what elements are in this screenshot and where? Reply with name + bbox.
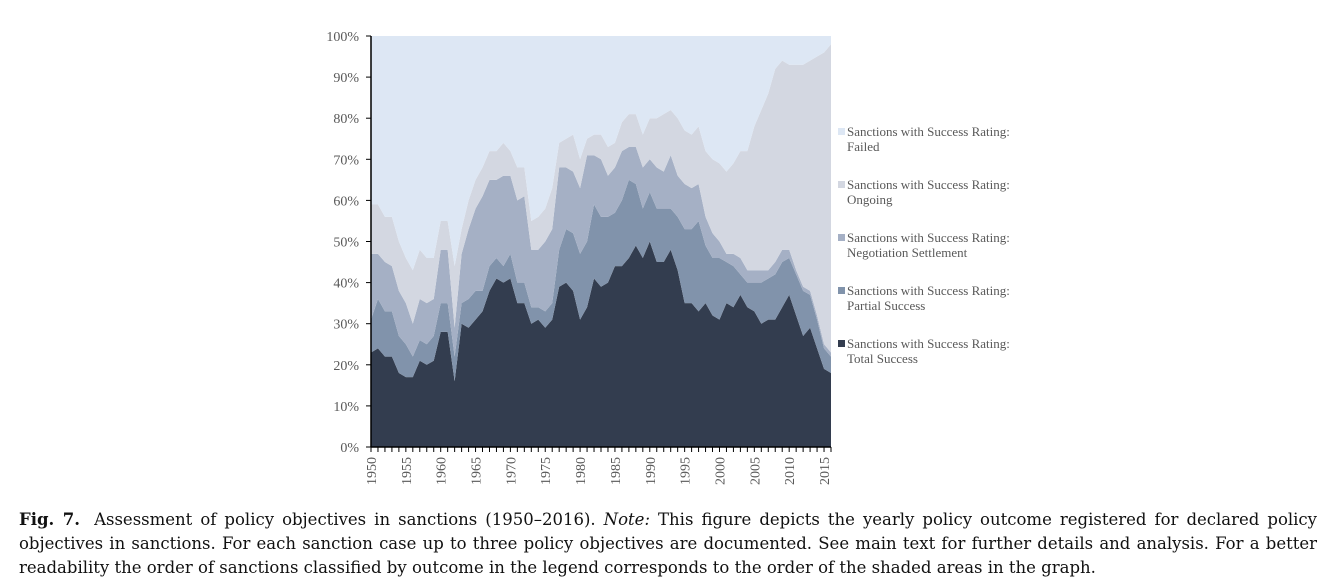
y-tick-label: 100% bbox=[326, 30, 359, 45]
area-series-4 bbox=[371, 44, 831, 353]
y-tick-label: 60% bbox=[333, 194, 359, 209]
y-tick-label: 0% bbox=[340, 441, 359, 456]
y-tick-label: 80% bbox=[333, 112, 359, 127]
x-tick-label: 2005 bbox=[748, 457, 763, 485]
y-tick-label: 90% bbox=[333, 71, 359, 86]
legend-swatch bbox=[838, 181, 845, 188]
caption-body: This figure depicts the yearly policy ou… bbox=[19, 510, 1317, 577]
stacked-area-chart: 0% 10% 20% 30% 40% 50% 60% 70% 80% 90% 100% 1950 195… bbox=[326, 30, 1010, 485]
y-tick-label: 10% bbox=[333, 400, 359, 415]
x-tick-label: 1990 bbox=[644, 457, 659, 485]
legend-label-line2: Failed bbox=[847, 139, 880, 154]
y-tick-label: 20% bbox=[333, 359, 359, 374]
area-layer bbox=[371, 36, 831, 447]
note-label: Note: bbox=[603, 510, 650, 529]
x-tick-label: 1975 bbox=[539, 457, 554, 485]
x-tick-label: 1985 bbox=[609, 457, 624, 485]
y-tick-label: 70% bbox=[333, 153, 359, 168]
legend-label: Sanctions with Success Rating: bbox=[847, 177, 1010, 192]
legend-swatch bbox=[838, 234, 845, 241]
legend-label-line2: Total Success bbox=[847, 351, 918, 366]
x-tick-label: 1980 bbox=[574, 457, 589, 485]
legend-label-line2: Ongoing bbox=[847, 192, 893, 207]
y-tick-label: 30% bbox=[333, 318, 359, 333]
x-tick-label: 2015 bbox=[818, 457, 833, 485]
legend-swatch bbox=[838, 128, 845, 135]
y-tick-label: 50% bbox=[333, 236, 359, 251]
x-tick-label: 1965 bbox=[470, 457, 485, 485]
area-series-1 bbox=[371, 241, 831, 447]
legend-label: Sanctions with Success Rating: bbox=[847, 336, 1010, 351]
legend-swatch bbox=[838, 287, 845, 294]
caption-title: Assessment of policy objectives in sanct… bbox=[94, 510, 596, 529]
x-tick-label: 1960 bbox=[435, 457, 450, 485]
area-series-2 bbox=[371, 179, 831, 382]
chart: 0% 10% 20% 30% 40% 50% 60% 70% 80% 90% 100% 1950 195… bbox=[326, 30, 1010, 485]
x-tick-label: 2010 bbox=[783, 457, 798, 485]
x-tick-label: 2000 bbox=[713, 457, 728, 485]
legend-label-line2: Partial Success bbox=[847, 298, 925, 313]
legend-label: Sanctions with Success Rating: bbox=[847, 230, 1010, 245]
legend-label: Sanctions with Success Rating: bbox=[847, 283, 1010, 298]
area-series-3 bbox=[371, 146, 831, 357]
legend: Sanctions with Success Rating:FailedSanc… bbox=[838, 124, 1010, 366]
x-tick-label: 1955 bbox=[400, 457, 415, 485]
axes-layer: 0% 10% 20% 30% 40% 50% 60% 70% 80% 90% 100% 1950 195… bbox=[326, 30, 833, 485]
legend-label: Sanctions with Success Rating: bbox=[847, 124, 1010, 139]
legend-swatch bbox=[838, 340, 845, 347]
area-series-5 bbox=[371, 36, 831, 271]
legend-label-line2: Negotiation Settlement bbox=[847, 245, 968, 260]
figure-label: Fig. 7. bbox=[19, 510, 81, 529]
y-tick-label: 40% bbox=[333, 277, 359, 292]
x-tick-label: 1970 bbox=[504, 457, 519, 485]
x-tick-label: 1950 bbox=[365, 457, 380, 485]
x-tick-label: 1995 bbox=[679, 457, 694, 485]
figure-caption: Fig. 7. Assessment of policy objectives … bbox=[19, 508, 1317, 580]
